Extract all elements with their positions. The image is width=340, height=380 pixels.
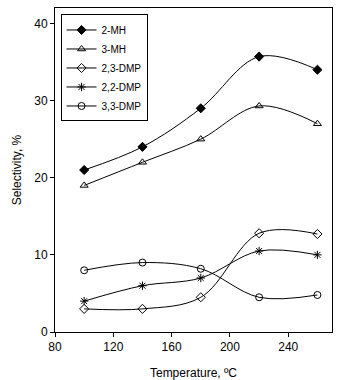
svg-text:200: 200 [220, 340, 240, 354]
svg-text:2,2-DMP: 2,2-DMP [102, 82, 142, 93]
svg-text:0: 0 [41, 325, 48, 339]
svg-text:40: 40 [34, 17, 48, 31]
svg-text:240: 240 [278, 340, 298, 354]
svg-text:20: 20 [34, 171, 48, 185]
svg-text:10: 10 [34, 248, 48, 262]
svg-text:80: 80 [48, 340, 62, 354]
svg-text:30: 30 [34, 94, 48, 108]
svg-text:Selectivity, %: Selectivity, % [10, 134, 24, 205]
svg-text:Temperature, ºC: Temperature, ºC [150, 366, 237, 380]
svg-text:120: 120 [103, 340, 123, 354]
svg-text:3,3-DMP: 3,3-DMP [102, 101, 142, 112]
svg-text:2-MH: 2-MH [102, 25, 126, 36]
svg-text:3-MH: 3-MH [102, 44, 126, 55]
svg-text:2,3-DMP: 2,3-DMP [102, 63, 142, 74]
svg-text:160: 160 [162, 340, 182, 354]
